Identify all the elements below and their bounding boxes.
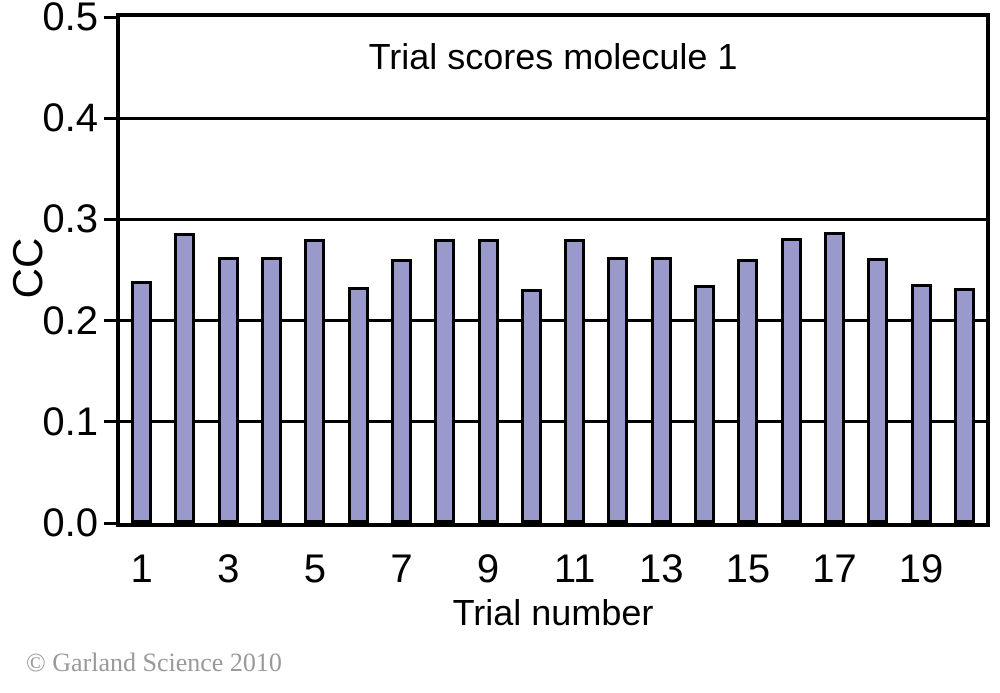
bar	[867, 258, 889, 523]
bar	[694, 285, 716, 523]
gridline	[120, 319, 986, 323]
x-axis-tick-label: 5	[303, 547, 326, 591]
x-axis-tick-label: 19	[898, 547, 944, 591]
y-axis-tick-label: 0.2	[42, 298, 98, 343]
y-axis-tick-label: 0.0	[42, 501, 98, 545]
copyright-text: © Garland Science 2010	[26, 648, 282, 677]
x-axis-tick-label: 3	[217, 547, 240, 591]
y-axis-tick	[104, 15, 118, 19]
bar	[304, 239, 326, 523]
y-axis-tick	[104, 319, 118, 323]
bar	[390, 259, 412, 523]
x-axis-tick-label: 13	[639, 547, 684, 591]
y-axis-tick-label: 0.4	[42, 96, 98, 141]
bar	[780, 238, 802, 523]
bar	[520, 289, 542, 523]
x-axis-tick-label: 15	[725, 547, 771, 591]
y-axis-tick	[104, 217, 118, 221]
bar	[564, 239, 586, 523]
bar	[737, 259, 759, 523]
y-axis-tick	[104, 521, 118, 525]
bar	[347, 287, 369, 523]
bar	[477, 239, 499, 523]
bar	[910, 284, 932, 523]
bar	[953, 288, 975, 523]
chart-title: Trial scores molecule 1	[368, 36, 738, 77]
gridline	[120, 116, 986, 120]
bar	[174, 233, 196, 523]
x-axis-tick-label: 1	[130, 547, 153, 591]
bar	[131, 281, 153, 523]
y-axis-tick	[104, 420, 118, 424]
bar	[434, 239, 456, 523]
bar	[823, 232, 845, 523]
x-axis-tick-label: 7	[390, 547, 413, 591]
y-axis-tick	[104, 116, 118, 120]
x-axis-label: Trial number	[452, 592, 654, 633]
y-axis-tick-label: 0.3	[42, 197, 98, 242]
x-axis-tick-label: 9	[476, 547, 500, 591]
gridline	[120, 217, 986, 221]
y-axis-tick-label: 0.5	[42, 0, 98, 39]
x-axis-tick-label: 17	[812, 547, 857, 591]
bar	[650, 257, 672, 523]
bar	[261, 257, 283, 523]
y-axis-tick-label: 0.1	[42, 399, 98, 444]
bar	[607, 257, 629, 523]
plot-area	[116, 13, 990, 527]
x-axis-tick-label: 11	[553, 547, 596, 591]
bar	[217, 257, 239, 523]
gridline	[120, 420, 986, 424]
